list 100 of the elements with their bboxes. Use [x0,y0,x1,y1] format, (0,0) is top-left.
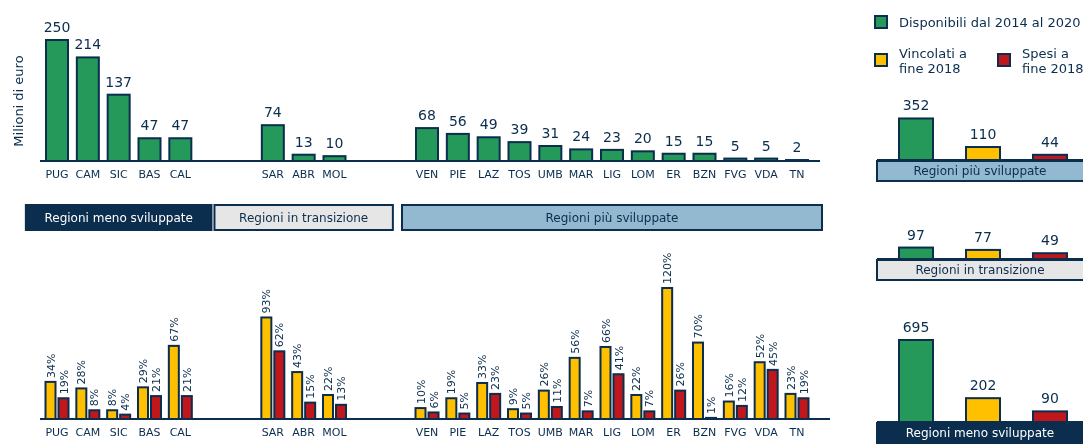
data-label: 68 [418,107,436,124]
x-axis-title: Regioni in transizione [915,263,1045,277]
data-label: 15 [664,132,683,149]
x-tick-label: LOM [630,426,655,439]
x-tick-label: LIG [603,168,621,181]
data-label: 202 [969,377,997,394]
data-label: 62% [273,322,287,348]
legend-label: Disponibili dal 2014 al 2020 [899,15,1081,30]
data-label: 9% [507,387,520,406]
data-label: 47 [171,117,190,134]
data-label: 19% [797,369,811,395]
data-label: 8% [106,388,120,407]
x-tick-label: PIE [449,426,467,439]
data-label: 22% [630,366,644,391]
data-label: 44 [1041,133,1059,150]
data-label: 56 [448,112,467,129]
data-label: 33% [476,354,490,379]
data-label: 5% [458,392,472,410]
x-tick-label: PIE [449,168,467,181]
data-label: 5 [761,137,771,154]
data-label: 31 [541,125,560,141]
data-label: 97 [907,226,925,243]
y-axis-title: Milioni di euro [11,55,26,147]
x-tick-label: MOL [322,168,348,181]
legend-label: Spesi a fine 2018 [1022,46,1083,76]
x-tick-label: BAS [138,168,161,181]
data-label: 70% [692,314,705,339]
x-tick-label: SAR [261,168,285,181]
data-label: 23% [489,365,503,390]
data-label: 110 [969,126,997,143]
x-tick-label: TOS [507,168,531,181]
data-label: 7% [581,389,595,408]
data-label: 45% [766,341,780,366]
x-tick-label: SAR [261,426,285,439]
data-label: 695 [902,319,930,335]
x-tick-label: PUG [45,168,69,181]
x-tick-label: LAZ [477,426,500,439]
data-label: 4% [119,393,133,411]
x-tick-label: PUG [45,426,69,439]
x-tick-label: VEN [415,168,439,181]
x-tick-label: VDA [754,168,779,181]
text: Regioni in transizione [239,211,369,225]
data-label: 47 [140,117,159,134]
legend-label: Vincolati a fine 2018 [899,46,967,76]
data-label: 23 [603,128,621,145]
x-tick-label: CAM [75,426,101,439]
data-label: 16% [722,373,736,398]
data-label: 90 [1041,390,1059,407]
data-label: 49 [1041,232,1059,249]
x-tick-label: CAL [169,168,192,181]
data-label: 74 [263,104,282,121]
x-tick-label: UMB [537,168,563,181]
data-label: 5% [520,392,533,410]
data-label: 7% [643,389,657,408]
data-label: 214 [74,36,102,53]
x-tick-label: BZN [692,168,717,181]
data-label: 11% [550,378,564,403]
x-tick-label: VDA [754,426,779,439]
data-label: 15 [695,132,714,149]
data-label: 21% [150,367,163,393]
data-label: 13 [294,133,313,150]
data-label: 352 [902,97,930,114]
data-label: 2 [792,139,802,156]
data-label: 41% [612,345,626,371]
data-label: 34% [44,353,58,378]
data-label: 10% [414,379,428,405]
data-label: 23% [784,365,798,390]
x-tick-label: ER [666,426,682,439]
data-label: 20 [633,130,652,147]
data-label: 26% [537,362,551,387]
data-label: 250 [43,19,71,35]
x-tick-label: SIC [109,426,128,439]
x-tick-label: ABR [292,426,316,439]
data-label: 52% [753,333,767,359]
text: Regioni più sviluppate [545,211,679,225]
data-label: 21% [180,367,194,393]
data-label: 8% [88,388,102,407]
data-label: 10 [325,135,344,152]
x-tick-label: FVG [724,426,747,439]
x-tick-label: VEN [415,426,439,439]
data-label: 137 [105,73,133,90]
data-label: 77 [974,228,992,245]
data-label: 19% [445,369,459,395]
text: Regioni meno sviluppate [44,211,193,225]
data-label: 1% [705,396,718,414]
data-label: 22% [322,366,335,391]
x-tick-label: LIG [603,426,621,439]
x-axis-title: Regioni meno sviluppate [905,426,1055,440]
data-label: 29% [137,358,150,384]
data-label: 49 [479,116,498,133]
data-label: 26% [674,362,688,387]
data-label: 56% [568,329,582,354]
data-label: 39 [510,121,529,138]
data-label: 12% [735,377,749,402]
x-axis-title: Regioni più sviluppate [913,164,1047,178]
x-tick-label: BAS [138,426,161,439]
x-tick-label: CAL [169,426,192,439]
x-tick-label: MAR [568,426,594,439]
data-label: 120% [661,252,675,284]
data-label: 43% [291,343,305,369]
